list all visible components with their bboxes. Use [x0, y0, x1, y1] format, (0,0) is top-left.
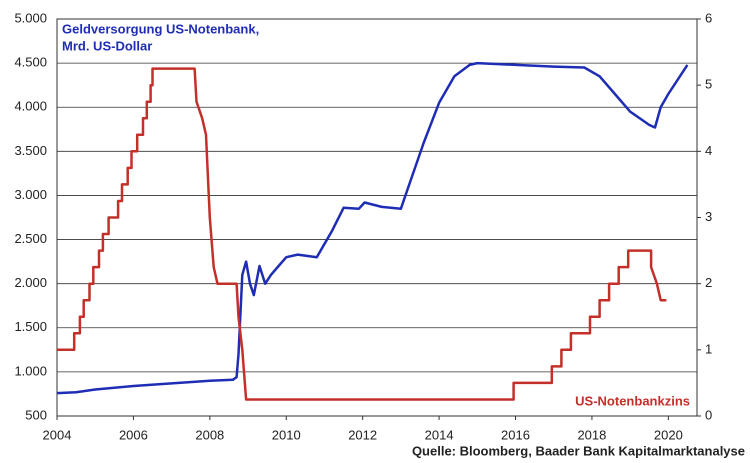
y-tick-label: 4.000 — [14, 99, 47, 114]
y2-tick-label: 3 — [705, 209, 712, 224]
x-tick-label: 2012 — [348, 427, 377, 442]
x-tick-label: 2004 — [43, 427, 72, 442]
y-tick-label: 2.000 — [14, 275, 47, 290]
y-tick-label: 5.000 — [14, 10, 47, 25]
y2-tick-label: 5 — [705, 77, 712, 92]
y-tick-label: 2.500 — [14, 231, 47, 246]
legend-label: US-Notenbankzins — [575, 393, 690, 408]
data-line — [56, 61, 689, 395]
data-line — [57, 67, 667, 401]
y-tick-label: 500 — [25, 407, 47, 422]
x-tick-label: 2020 — [654, 427, 683, 442]
y2-tick-label: 2 — [705, 275, 712, 290]
y-tick-label: 4.500 — [14, 55, 47, 70]
y-tick-label: 3.000 — [14, 187, 47, 202]
x-tick-label: 2014 — [425, 427, 454, 442]
x-tick-label: 2018 — [577, 427, 606, 442]
y2-tick-label: 1 — [705, 341, 712, 356]
y2-tick-label: 4 — [705, 143, 712, 158]
x-tick-label: 2016 — [501, 427, 530, 442]
x-tick-label: 2008 — [195, 427, 224, 442]
x-tick-label: 2010 — [272, 427, 301, 442]
y-tick-label: 1.500 — [14, 319, 47, 334]
y2-tick-label: 6 — [705, 10, 712, 25]
y-tick-label: 3.500 — [14, 143, 47, 158]
source-note: Quelle: Bloomberg, Baader Bank Kapitalma… — [412, 443, 745, 458]
x-tick-label: 2006 — [119, 427, 148, 442]
legend-label: Mrd. US-Dollar — [62, 38, 152, 53]
y-tick-label: 1.000 — [14, 363, 47, 378]
legend-label: Geldversorgung US-Notenbank, — [62, 21, 259, 36]
y2-tick-label: 0 — [705, 407, 712, 422]
